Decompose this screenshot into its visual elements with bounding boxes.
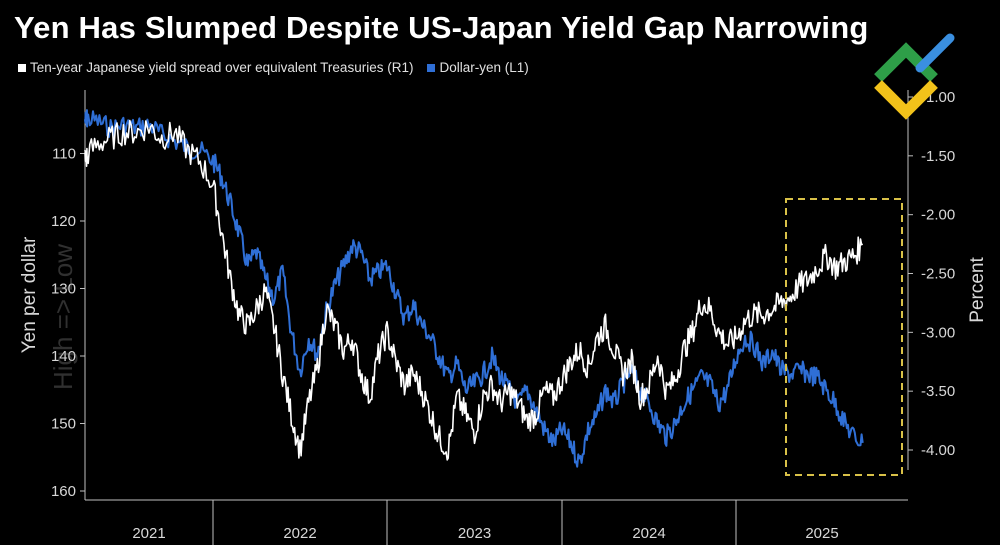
legend: Ten-year Japanese yield spread over equi… — [18, 60, 543, 75]
brand-logo — [874, 33, 955, 120]
right-tick-label: -2.50 — [921, 266, 955, 283]
left-tick-label: 120 — [51, 213, 76, 230]
overlay-layer — [785, 198, 903, 476]
right-tick-label: -3.00 — [921, 324, 955, 341]
right-tick-label: -3.50 — [921, 383, 955, 400]
legend-item-dollar-yen: Dollar-yen (L1) — [427, 60, 529, 75]
x-tick-label: 2022 — [283, 525, 316, 542]
series-layer — [84, 109, 864, 468]
left-tick-label: 140 — [51, 348, 76, 365]
right-tick-label: -4.00 — [921, 442, 955, 459]
highlight-box — [785, 198, 903, 476]
right-axis-title: Percent — [967, 257, 988, 323]
legend-item-yield-spread: Ten-year Japanese yield spread over equi… — [18, 60, 413, 75]
legend-swatch-blue — [427, 63, 436, 72]
series-line-dollar-yen — [84, 109, 864, 468]
x-tick-label: 2023 — [458, 525, 491, 542]
axes-layer: 110120130140150160-1.00-1.50-2.00-2.50-3… — [51, 89, 955, 545]
left-tick-label: 160 — [51, 483, 76, 500]
right-tick-label: -2.00 — [921, 207, 955, 224]
legend-swatch-white — [18, 63, 26, 72]
left-tick-label: 150 — [51, 416, 76, 433]
logo-blue-arrow-icon — [915, 33, 955, 73]
x-tick-label: 2025 — [805, 525, 838, 542]
x-tick-label: 2024 — [632, 525, 665, 542]
legend-label-yield-spread: Ten-year Japanese yield spread over equi… — [30, 60, 414, 75]
left-axis-title: Yen per dollar — [19, 236, 40, 353]
legend-label-dollar-yen: Dollar-yen (L1) — [439, 60, 529, 75]
logo-yellow-chevron-icon — [874, 80, 938, 120]
watermark-text: High => Low — [48, 244, 78, 390]
x-tick-label: 2021 — [132, 525, 165, 542]
right-tick-label: -1.50 — [921, 148, 955, 165]
left-tick-label: 110 — [52, 146, 76, 163]
chart-title: Yen Has Slumped Despite US-Japan Yield G… — [14, 10, 869, 45]
left-tick-label: 130 — [51, 281, 76, 298]
series-line-yield-spread — [84, 119, 864, 461]
